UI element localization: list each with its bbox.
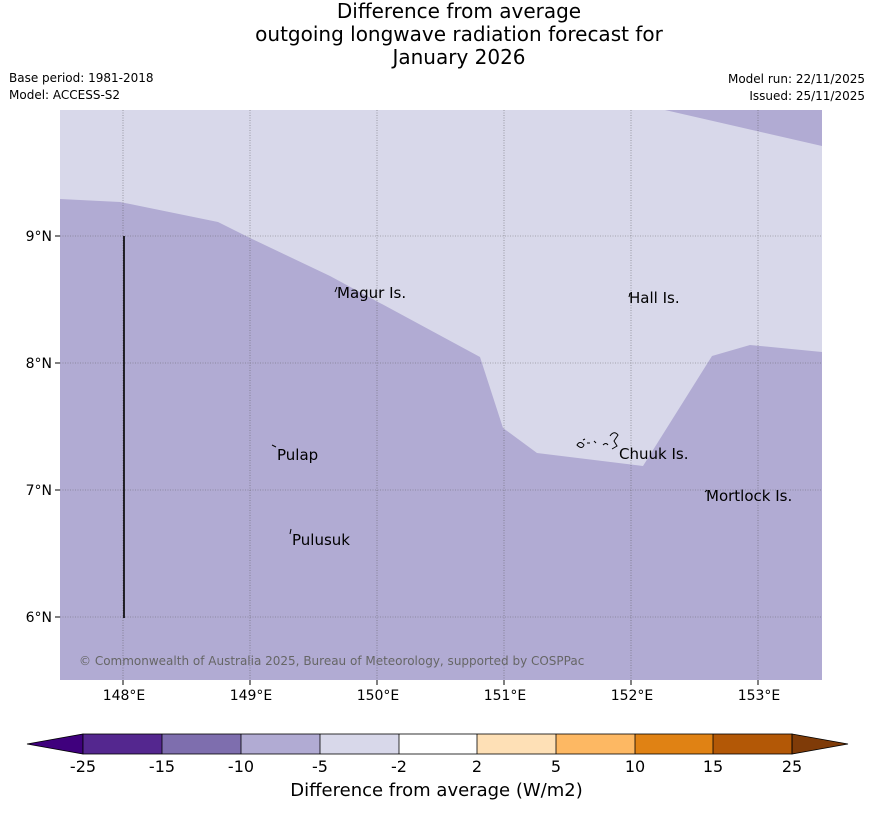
lat-label-9: 9°N: [26, 229, 52, 245]
colorbar-tick-10: 10: [624, 757, 646, 776]
colorbar-bin-1: [83, 734, 162, 754]
colorbar-bin-5: [399, 734, 477, 754]
lon-label-150: 150°E: [357, 688, 400, 704]
chuuk-island-shape-3: [593, 440, 597, 444]
islands: [271, 286, 708, 535]
chuuk-island-shape-1: [576, 442, 585, 448]
magur-island-shape: [334, 286, 338, 293]
map-area: [60, 110, 822, 680]
chuuk-island-shape-5: [609, 432, 619, 450]
lon-label-151: 151°E: [484, 688, 527, 704]
map-title: Difference from average outgoing longwav…: [0, 0, 873, 69]
meta-left: Base period: 1981-2018 Model: ACCESS-S2: [9, 70, 154, 104]
meta-right: Model run: 22/11/2025 Issued: 25/11/2025: [728, 71, 865, 105]
colorbar-outline: [82, 733, 793, 755]
place-label-chuuk: Chuuk Is.: [619, 445, 688, 463]
place-labels: Magur Is. Hall Is. Pulap Chuuk Is. Mortl…: [277, 284, 792, 549]
lat-label-8: 8°N: [26, 356, 52, 372]
colorbar-tick-5: 5: [550, 757, 562, 776]
colorbar-bin-6: [477, 734, 556, 754]
colorbar-extend-high: [791, 733, 849, 755]
lon-label-149: 149°E: [230, 688, 273, 704]
colorbar-bin-2: [162, 734, 241, 754]
lon-labels: 148°E 149°E 150°E 151°E 152°E 153°E: [103, 688, 781, 704]
title-line-3: January 2026: [392, 45, 526, 69]
axis-ticks: [55, 235, 759, 685]
colorbar-dividers: [161, 734, 714, 754]
place-label-magur: Magur Is.: [337, 284, 406, 302]
hall-island-shape: [628, 292, 631, 298]
colorbar-tick-minus15: -15: [148, 757, 176, 776]
colorbar-tick-15: 15: [702, 757, 724, 776]
colorbar-tick-minus25: -25: [69, 757, 97, 776]
colorbar-bin-3: [241, 734, 320, 754]
colorbar-tick-25: 25: [781, 757, 803, 776]
region-minus5-to-minus2: [60, 110, 822, 466]
mortlock-island-shape: [704, 489, 708, 493]
lon-label-153: 153°E: [738, 688, 781, 704]
colorbar-bin-4: [320, 734, 399, 754]
lat-labels: 9°N 8°N 7°N 6°N: [26, 229, 52, 626]
model-run: Model run: 22/11/2025: [727, 72, 865, 86]
place-label-mortlock: Mortlock Is.: [706, 487, 792, 505]
lon-label-152: 152°E: [611, 688, 654, 704]
colorbar-extend-low: [26, 733, 84, 755]
gridlines: [60, 110, 822, 680]
pulusuk-island-shape: [289, 528, 292, 535]
colorbar-bin-7: [556, 734, 635, 754]
colorbar: [26, 733, 849, 755]
chuuk-island-shape-6: [582, 438, 586, 441]
title-line-1: Difference from average: [336, 0, 582, 23]
colorbar-tick-minus10: -10: [227, 757, 255, 776]
colorbar-tick-2: 2: [471, 757, 483, 776]
place-label-pulusuk: Pulusuk: [292, 531, 350, 549]
lat-label-6: 6°N: [26, 610, 52, 626]
lat-label-7: 7°N: [26, 483, 52, 499]
place-label-hall: Hall Is.: [629, 289, 680, 307]
model-name: Model: ACCESS-S2: [9, 88, 121, 102]
issued-date: Issued: 25/11/2025: [749, 89, 865, 103]
chuuk-island-shape-4: [602, 443, 609, 446]
pulap-island-shape: [271, 444, 277, 448]
copyright-text: © Commonwealth of Australia 2025, Bureau…: [79, 654, 584, 668]
colorbar-bin-9: [713, 734, 792, 754]
colorbar-tick-minus2: -2: [391, 757, 407, 776]
colorbar-title: Difference from average (W/m2): [290, 780, 583, 801]
base-period: Base period: 1981-2018: [9, 71, 154, 85]
place-label-pulap: Pulap: [277, 446, 318, 464]
colorbar-bin-8: [635, 734, 713, 754]
title-line-2: outgoing longwave radiation forecast for: [255, 22, 663, 46]
colorbar-tick-minus5: -5: [312, 757, 328, 776]
lon-label-148: 148°E: [103, 688, 146, 704]
